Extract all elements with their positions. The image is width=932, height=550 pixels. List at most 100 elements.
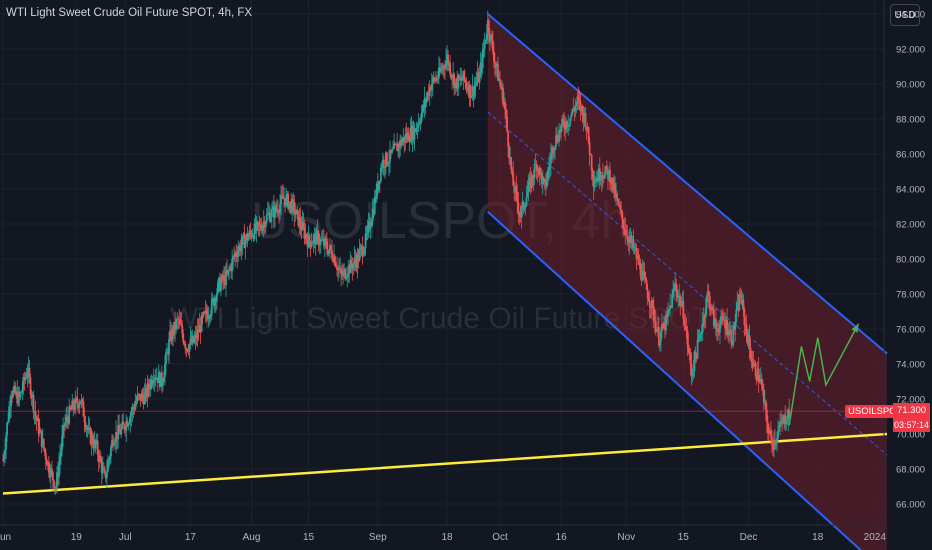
candle-body bbox=[219, 277, 221, 291]
candle-body bbox=[113, 444, 115, 446]
price-tick-label: 68.000 bbox=[896, 465, 925, 476]
candle-body bbox=[343, 269, 346, 272]
candle-body bbox=[682, 300, 685, 320]
time-tick-label: 17 bbox=[185, 532, 197, 543]
candle-body bbox=[160, 372, 163, 386]
candle-body bbox=[650, 300, 653, 309]
candle-body bbox=[760, 378, 763, 385]
candle-body bbox=[397, 143, 400, 152]
candle-body bbox=[703, 315, 706, 318]
candle-body bbox=[692, 370, 695, 372]
candle-body bbox=[430, 84, 433, 90]
candle-body bbox=[321, 238, 324, 240]
currency-button[interactable]: USD bbox=[890, 4, 920, 26]
candle-body bbox=[138, 394, 141, 395]
candle-body bbox=[298, 217, 301, 226]
candle-body bbox=[211, 298, 214, 299]
candle-body bbox=[4, 449, 6, 456]
candle-body bbox=[648, 301, 651, 307]
candle-body bbox=[763, 400, 766, 403]
candle-body bbox=[751, 361, 754, 367]
candle-body bbox=[777, 430, 779, 439]
candle-body bbox=[783, 415, 786, 418]
candle-body bbox=[587, 127, 590, 143]
candle-body bbox=[306, 239, 309, 248]
candle-body bbox=[322, 238, 325, 246]
candle-body bbox=[310, 244, 313, 247]
candle-body bbox=[329, 245, 331, 250]
candle-body bbox=[168, 339, 170, 355]
candle-body bbox=[235, 252, 238, 256]
candle-body bbox=[155, 377, 158, 380]
candle-body bbox=[20, 392, 23, 394]
candle-body bbox=[571, 109, 574, 115]
support-trendline[interactable] bbox=[2, 432, 888, 495]
candle-body bbox=[183, 342, 186, 344]
candle-body bbox=[393, 143, 395, 149]
candle-body bbox=[608, 169, 610, 180]
candle-body bbox=[68, 406, 71, 424]
candle-body bbox=[98, 455, 101, 462]
candle-body bbox=[727, 334, 730, 336]
candle-body bbox=[492, 51, 495, 62]
candle-body bbox=[323, 238, 326, 246]
candle-body bbox=[541, 177, 544, 185]
candle-body bbox=[166, 351, 168, 353]
candle-body bbox=[139, 394, 142, 402]
candle-body bbox=[140, 393, 143, 402]
candle-body bbox=[85, 427, 88, 429]
candle-body bbox=[484, 39, 487, 43]
candle-body bbox=[688, 349, 691, 353]
time-axis[interactable]: Jun 19 Jul 17 Aug 15 Sep 18 Oct 16 Nov 15 Dec 18 2024 bbox=[0, 532, 886, 543]
candle-body bbox=[725, 319, 727, 329]
candle-body bbox=[423, 98, 426, 108]
candle-body bbox=[186, 349, 189, 351]
candle-body bbox=[738, 294, 741, 311]
candle-body bbox=[361, 246, 364, 256]
candle-body bbox=[232, 256, 235, 259]
candle-body bbox=[285, 195, 288, 206]
candle-body bbox=[439, 67, 441, 72]
candle-body bbox=[157, 372, 160, 383]
candle-body bbox=[459, 77, 462, 80]
candle-body bbox=[552, 147, 554, 153]
candle-body bbox=[784, 415, 787, 425]
candle-body bbox=[188, 344, 191, 352]
candle-body bbox=[537, 168, 540, 175]
candle-body bbox=[220, 281, 222, 291]
candle-body bbox=[596, 177, 599, 182]
candle-body bbox=[125, 421, 128, 431]
candle-body bbox=[660, 331, 662, 342]
candle-body bbox=[119, 431, 122, 435]
candle-body bbox=[548, 164, 551, 168]
candle-body bbox=[716, 328, 718, 330]
candle-body bbox=[565, 121, 568, 130]
candle-body bbox=[159, 372, 162, 387]
candle-body bbox=[722, 316, 724, 321]
candle-body bbox=[733, 325, 736, 331]
candle-body bbox=[456, 78, 459, 89]
candle-body bbox=[635, 248, 638, 259]
candle-body bbox=[281, 195, 283, 197]
candle-body bbox=[70, 409, 73, 411]
price-axis[interactable]: 66.000 68.000 70.000 72.000 74.000 76.000 78.0… bbox=[896, 10, 925, 511]
candle-body bbox=[653, 321, 656, 322]
candle-body bbox=[270, 208, 273, 218]
candle-body bbox=[179, 319, 182, 324]
candle-body bbox=[88, 427, 91, 429]
candle-body bbox=[389, 149, 391, 162]
candle-body bbox=[118, 425, 121, 432]
candle-body bbox=[245, 234, 248, 240]
time-tick-label: 2024 bbox=[864, 532, 887, 543]
candle-body bbox=[753, 362, 756, 364]
candle-body bbox=[129, 415, 132, 423]
candle-body bbox=[663, 322, 665, 329]
candle-body bbox=[579, 101, 582, 111]
candle-body bbox=[286, 193, 289, 196]
candle-body bbox=[48, 472, 51, 478]
candle-body bbox=[599, 179, 602, 181]
candle-body bbox=[709, 309, 712, 311]
projection-arrow[interactable] bbox=[788, 323, 860, 426]
candle-body bbox=[355, 261, 358, 268]
